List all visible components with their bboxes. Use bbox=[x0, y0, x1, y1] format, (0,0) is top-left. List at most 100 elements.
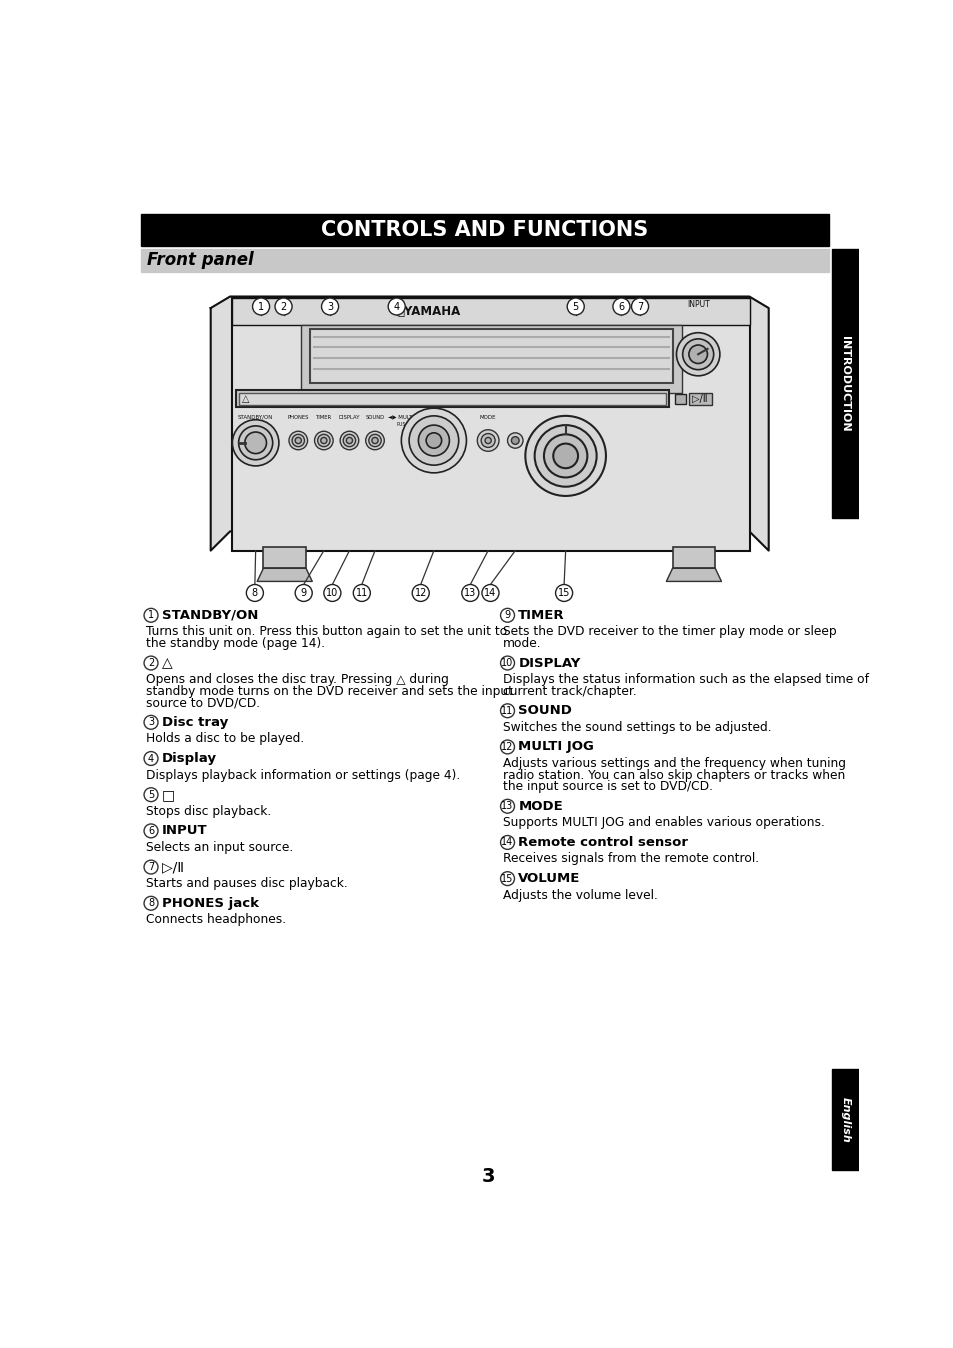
Text: INTRODUCTION: INTRODUCTION bbox=[840, 336, 849, 431]
Text: Disc tray: Disc tray bbox=[162, 716, 228, 729]
Text: MULTI JOG: MULTI JOG bbox=[517, 740, 594, 754]
Text: ▷/Ⅱ: ▷/Ⅱ bbox=[691, 394, 707, 404]
Text: Sets the DVD receiver to the timer play mode or sleep: Sets the DVD receiver to the timer play … bbox=[502, 625, 836, 639]
Text: ⓈYAMAHA: ⓈYAMAHA bbox=[397, 305, 460, 318]
Circle shape bbox=[321, 298, 338, 315]
Text: 1: 1 bbox=[148, 611, 154, 620]
Circle shape bbox=[343, 434, 355, 446]
Text: ▷/Ⅱ: ▷/Ⅱ bbox=[162, 860, 184, 874]
Text: 9: 9 bbox=[300, 588, 307, 599]
Bar bbox=[672, 547, 715, 569]
Text: 15: 15 bbox=[558, 588, 570, 599]
Circle shape bbox=[500, 836, 514, 849]
Circle shape bbox=[534, 425, 596, 487]
Circle shape bbox=[631, 298, 648, 315]
Text: SOUND: SOUND bbox=[517, 704, 572, 717]
Text: radio station. You can also skip chapters or tracks when: radio station. You can also skip chapter… bbox=[502, 768, 844, 782]
Text: TIMER: TIMER bbox=[517, 609, 564, 621]
Circle shape bbox=[233, 419, 278, 466]
Text: VOLUME: VOLUME bbox=[517, 872, 580, 886]
Text: 5: 5 bbox=[572, 302, 578, 311]
Text: 14: 14 bbox=[484, 588, 497, 599]
Circle shape bbox=[144, 752, 158, 766]
Text: 2: 2 bbox=[148, 658, 154, 669]
Bar bbox=[141, 214, 828, 247]
Polygon shape bbox=[666, 569, 720, 581]
Text: TIMER: TIMER bbox=[315, 415, 332, 419]
Text: PUSH/ENTER: PUSH/ENTER bbox=[396, 422, 427, 427]
Circle shape bbox=[388, 298, 405, 315]
Circle shape bbox=[340, 431, 358, 450]
Circle shape bbox=[507, 433, 522, 448]
Text: Turns this unit on. Press this button again to set the unit to: Turns this unit on. Press this button ag… bbox=[146, 625, 507, 639]
Circle shape bbox=[525, 417, 605, 496]
Circle shape bbox=[144, 860, 158, 874]
Text: Selects an input source.: Selects an input source. bbox=[146, 841, 294, 853]
Text: mode.: mode. bbox=[502, 636, 541, 650]
Bar bbox=[238, 392, 666, 406]
Circle shape bbox=[567, 298, 583, 315]
Text: Adjusts various settings and the frequency when tuning: Adjusts various settings and the frequen… bbox=[502, 758, 845, 770]
Circle shape bbox=[500, 799, 514, 813]
Circle shape bbox=[426, 433, 441, 448]
Bar bbox=[831, 1069, 858, 1170]
Text: INPUT: INPUT bbox=[686, 299, 709, 309]
Bar bbox=[310, 329, 672, 383]
Circle shape bbox=[346, 437, 353, 443]
Text: Holds a disc to be played.: Holds a disc to be played. bbox=[146, 732, 304, 745]
Text: 14: 14 bbox=[501, 837, 513, 848]
Text: SOUND: SOUND bbox=[365, 415, 384, 419]
Text: current track/chapter.: current track/chapter. bbox=[502, 685, 636, 698]
Circle shape bbox=[476, 430, 498, 452]
Circle shape bbox=[553, 443, 578, 468]
Circle shape bbox=[294, 437, 301, 443]
Circle shape bbox=[500, 872, 514, 886]
Circle shape bbox=[461, 585, 478, 601]
Circle shape bbox=[409, 417, 458, 465]
Text: Switches the sound settings to be adjusted.: Switches the sound settings to be adjust… bbox=[502, 721, 771, 733]
Circle shape bbox=[481, 585, 498, 601]
Text: Stops disc playback.: Stops disc playback. bbox=[146, 805, 272, 818]
Text: 6: 6 bbox=[618, 302, 624, 311]
Text: 8: 8 bbox=[148, 898, 154, 909]
Text: 2: 2 bbox=[280, 302, 286, 311]
Text: CONTROLS AND FUNCTIONS: CONTROLS AND FUNCTIONS bbox=[321, 220, 648, 240]
Text: 12: 12 bbox=[501, 741, 513, 752]
Text: 11: 11 bbox=[501, 706, 513, 716]
Text: the standby mode (page 14).: the standby mode (page 14). bbox=[146, 636, 325, 650]
Circle shape bbox=[412, 585, 429, 601]
Circle shape bbox=[314, 431, 333, 450]
Text: □: □ bbox=[162, 787, 174, 802]
Bar bbox=[141, 249, 828, 272]
Text: 13: 13 bbox=[464, 588, 476, 599]
Text: Displays playback information or settings (page 4).: Displays playback information or setting… bbox=[146, 768, 460, 782]
Circle shape bbox=[274, 298, 292, 315]
Text: 7: 7 bbox=[637, 302, 642, 311]
Text: INPUT: INPUT bbox=[162, 825, 208, 837]
Text: STANDBY/ON: STANDBY/ON bbox=[237, 415, 274, 419]
Bar bbox=[674, 395, 685, 403]
Circle shape bbox=[292, 434, 304, 446]
Circle shape bbox=[144, 787, 158, 802]
Circle shape bbox=[253, 298, 270, 315]
Circle shape bbox=[500, 704, 514, 717]
Circle shape bbox=[480, 434, 495, 448]
Text: △: △ bbox=[241, 394, 249, 404]
Circle shape bbox=[353, 585, 370, 601]
Circle shape bbox=[294, 585, 312, 601]
Text: STANDBY/ON: STANDBY/ON bbox=[162, 609, 258, 621]
Circle shape bbox=[289, 431, 307, 450]
Text: 15: 15 bbox=[501, 874, 513, 884]
Text: ◄▶ MULTI JOG ◄▶: ◄▶ MULTI JOG ◄▶ bbox=[388, 415, 436, 419]
Text: 13: 13 bbox=[501, 801, 513, 811]
Text: Starts and pauses disc playback.: Starts and pauses disc playback. bbox=[146, 878, 348, 890]
Polygon shape bbox=[257, 569, 312, 581]
Text: DISPLAY: DISPLAY bbox=[338, 415, 360, 419]
Text: 7: 7 bbox=[148, 863, 154, 872]
Text: 4: 4 bbox=[148, 754, 154, 763]
Circle shape bbox=[323, 585, 340, 601]
Text: 3: 3 bbox=[327, 302, 333, 311]
Circle shape bbox=[238, 426, 273, 460]
Circle shape bbox=[369, 434, 381, 446]
Text: Display: Display bbox=[162, 752, 216, 766]
